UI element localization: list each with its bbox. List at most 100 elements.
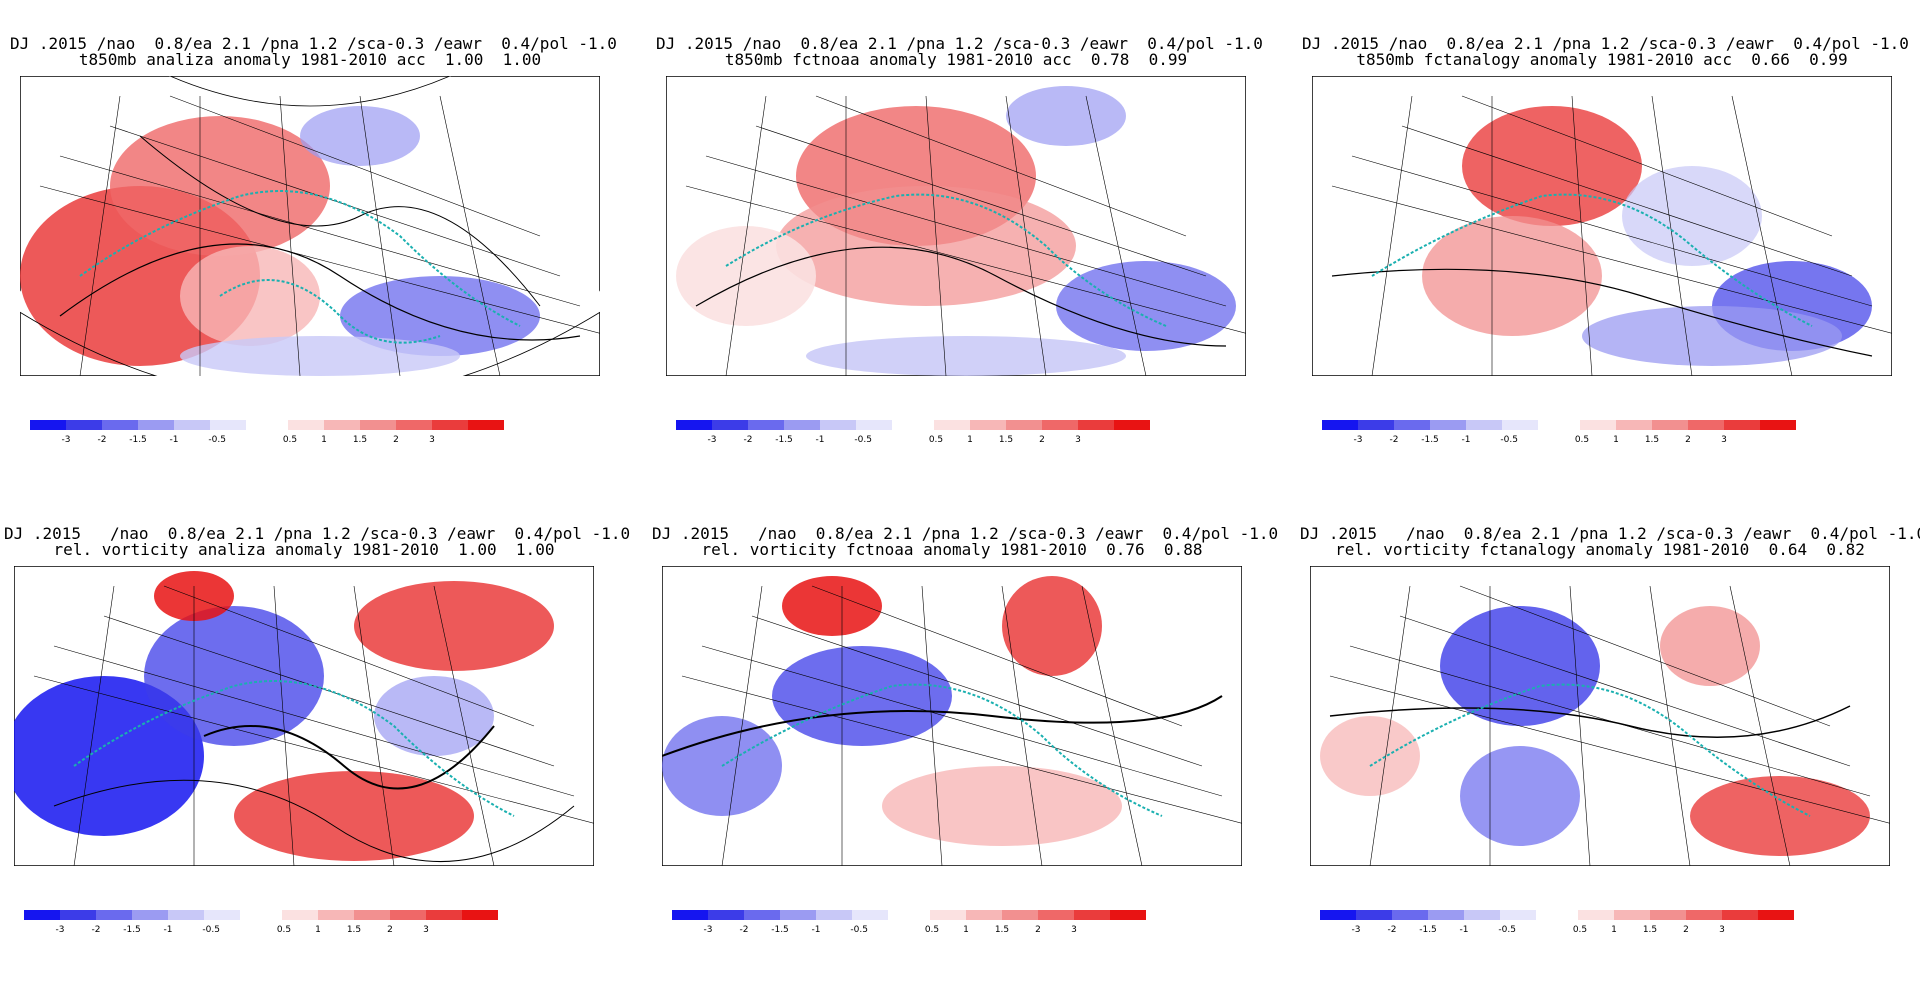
- colorbar-label: -2: [1390, 435, 1399, 445]
- map-frame: [662, 566, 1242, 866]
- colorbar-swatch-neg: [1500, 910, 1536, 920]
- colorbar-swatch-pos: [1038, 910, 1074, 920]
- colorbar-label: 2: [1685, 435, 1691, 445]
- colorbar-label: 1.5: [999, 435, 1013, 445]
- colorbar-swatch-neg: [780, 910, 816, 920]
- colorbar-swatch-neg: [748, 420, 784, 430]
- coastline: [721, 683, 1163, 817]
- colorbar-label: -1: [1460, 925, 1469, 935]
- colorbar-swatch-neg: [1464, 910, 1500, 920]
- colorbar: -3 -2 -1.5 -1 -0.5 0.5 1 1.5 2 3: [24, 910, 498, 935]
- colorbar-swatch-neg: [174, 420, 210, 430]
- anomaly-blob: [1660, 606, 1760, 686]
- colorbar-swatch-neg: [852, 910, 888, 920]
- colorbar-swatch-neg: [676, 420, 712, 430]
- colorbar-swatch-neg: [784, 420, 820, 430]
- colorbar-swatch-neg: [1392, 910, 1428, 920]
- panel-vort-fctanalogy: DJ .2015 /nao 0.8/ea 2.1 /pna 1.2 /sca-0…: [1300, 526, 1920, 966]
- colorbar: -3 -2 -1.5 -1 -0.5 0.5 1 1.5 2 3: [30, 420, 504, 445]
- colorbar-swatch-pos: [318, 910, 354, 920]
- colorbar-swatch-pos: [1686, 910, 1722, 920]
- anomaly-blob: [1462, 106, 1642, 226]
- anomaly-blob: [1320, 716, 1420, 796]
- contour-line: [203, 725, 495, 790]
- anomaly-blob: [1422, 216, 1602, 336]
- colorbar-swatch-pos: [930, 910, 966, 920]
- colorbar-label: -2: [740, 925, 749, 935]
- anomaly-blob: [1622, 166, 1762, 266]
- anomaly-blob: [782, 576, 882, 636]
- colorbar-swatch-neg: [1356, 910, 1392, 920]
- colorbar-swatch-neg: [712, 420, 748, 430]
- colorbar-label: 1: [321, 435, 327, 445]
- colorbar-label: -3: [56, 925, 65, 935]
- colorbar-swatch-neg: [168, 910, 204, 920]
- colorbar-swatch-pos: [324, 420, 360, 430]
- anomaly-blob: [1582, 306, 1842, 366]
- map-frame: [666, 76, 1246, 376]
- panel-title-line2: t850mb fctanalogy anomaly 1981-2010 acc …: [1356, 50, 1848, 69]
- anomaly-blob: [180, 246, 320, 346]
- colorbar-swatch-pos: [1578, 910, 1614, 920]
- colorbar-swatch-neg: [1320, 910, 1356, 920]
- colorbar-label: -0.5: [202, 925, 220, 935]
- colorbar-swatch-neg: [102, 420, 138, 430]
- anomaly-blob: [110, 116, 330, 256]
- colorbar-label: 1.5: [1643, 925, 1657, 935]
- anomaly-blob: [1690, 776, 1870, 856]
- colorbar-label: -3: [1352, 925, 1361, 935]
- colorbar-swatch-pos: [1760, 420, 1796, 430]
- map-frame: [20, 76, 600, 376]
- panel-title-line2: rel. vorticity fctnoaa anomaly 1981-2010…: [701, 540, 1203, 559]
- colorbar-label: 2: [1683, 925, 1689, 935]
- colorbar-label: -0.5: [854, 435, 872, 445]
- colorbar-label: 0.5: [277, 925, 291, 935]
- contour-line: [662, 695, 1223, 757]
- colorbar-label: -1.5: [1421, 435, 1439, 445]
- colorbar-swatch-pos: [282, 910, 318, 920]
- colorbar-swatch-neg: [138, 420, 174, 430]
- colorbar-swatch-pos: [1722, 910, 1758, 920]
- colorbar-label: 3: [1071, 925, 1077, 935]
- colorbar-swatch-neg: [744, 910, 780, 920]
- anomaly-blob: [1056, 261, 1236, 351]
- colorbar-label: -1: [170, 435, 179, 445]
- coastline: [73, 680, 515, 817]
- colorbar-swatch-pos: [462, 910, 498, 920]
- colorbar-swatch-pos: [1580, 420, 1616, 430]
- anomaly-blob: [300, 106, 420, 166]
- colorbar-swatch-neg: [30, 420, 66, 430]
- colorbar-swatch-pos: [1042, 420, 1078, 430]
- colorbar-swatch-pos: [1652, 420, 1688, 430]
- colorbar-label: 1.5: [1645, 435, 1659, 445]
- anomaly-blob: [1440, 606, 1600, 726]
- panel-title-line1: DJ .2015 /nao 0.8/ea 2.1 /pna 1.2 /sca-0…: [656, 34, 1263, 53]
- colorbar-label: 1: [1611, 925, 1617, 935]
- colorbar-label: -1.5: [771, 925, 789, 935]
- colorbar-swatch-pos: [360, 420, 396, 430]
- colorbar-swatch-pos: [1110, 910, 1146, 920]
- colorbar-label: -3: [1354, 435, 1363, 445]
- colorbar-swatch-pos: [432, 420, 468, 430]
- colorbar-swatch-pos: [1006, 420, 1042, 430]
- colorbar-label: 3: [429, 435, 435, 445]
- colorbar-label: -0.5: [208, 435, 226, 445]
- colorbar-swatch-pos: [1002, 910, 1038, 920]
- colorbar-swatch-neg: [1322, 420, 1358, 430]
- panel-title-line2: t850mb fctnoaa anomaly 1981-2010 acc 0.7…: [724, 50, 1188, 69]
- anomaly-blob: [1002, 576, 1102, 676]
- colorbar-swatch-neg: [1466, 420, 1502, 430]
- panel-title-line2: t850mb analiza anomaly 1981-2010 acc 1.0…: [78, 50, 542, 69]
- colorbar-swatch-pos: [934, 420, 970, 430]
- colorbar-label: 2: [387, 925, 393, 935]
- colorbar-label: 3: [1075, 435, 1081, 445]
- colorbar-swatch-pos: [970, 420, 1006, 430]
- colorbar-label: -1: [164, 925, 173, 935]
- colorbar-label: 1.5: [995, 925, 1009, 935]
- anomaly-blob: [1006, 86, 1126, 146]
- colorbar-swatch-pos: [1688, 420, 1724, 430]
- colorbar-swatch-neg: [96, 910, 132, 920]
- colorbar-label: -1.5: [1419, 925, 1437, 935]
- anomaly-blob: [776, 186, 1076, 306]
- map-grid: [1331, 95, 1892, 376]
